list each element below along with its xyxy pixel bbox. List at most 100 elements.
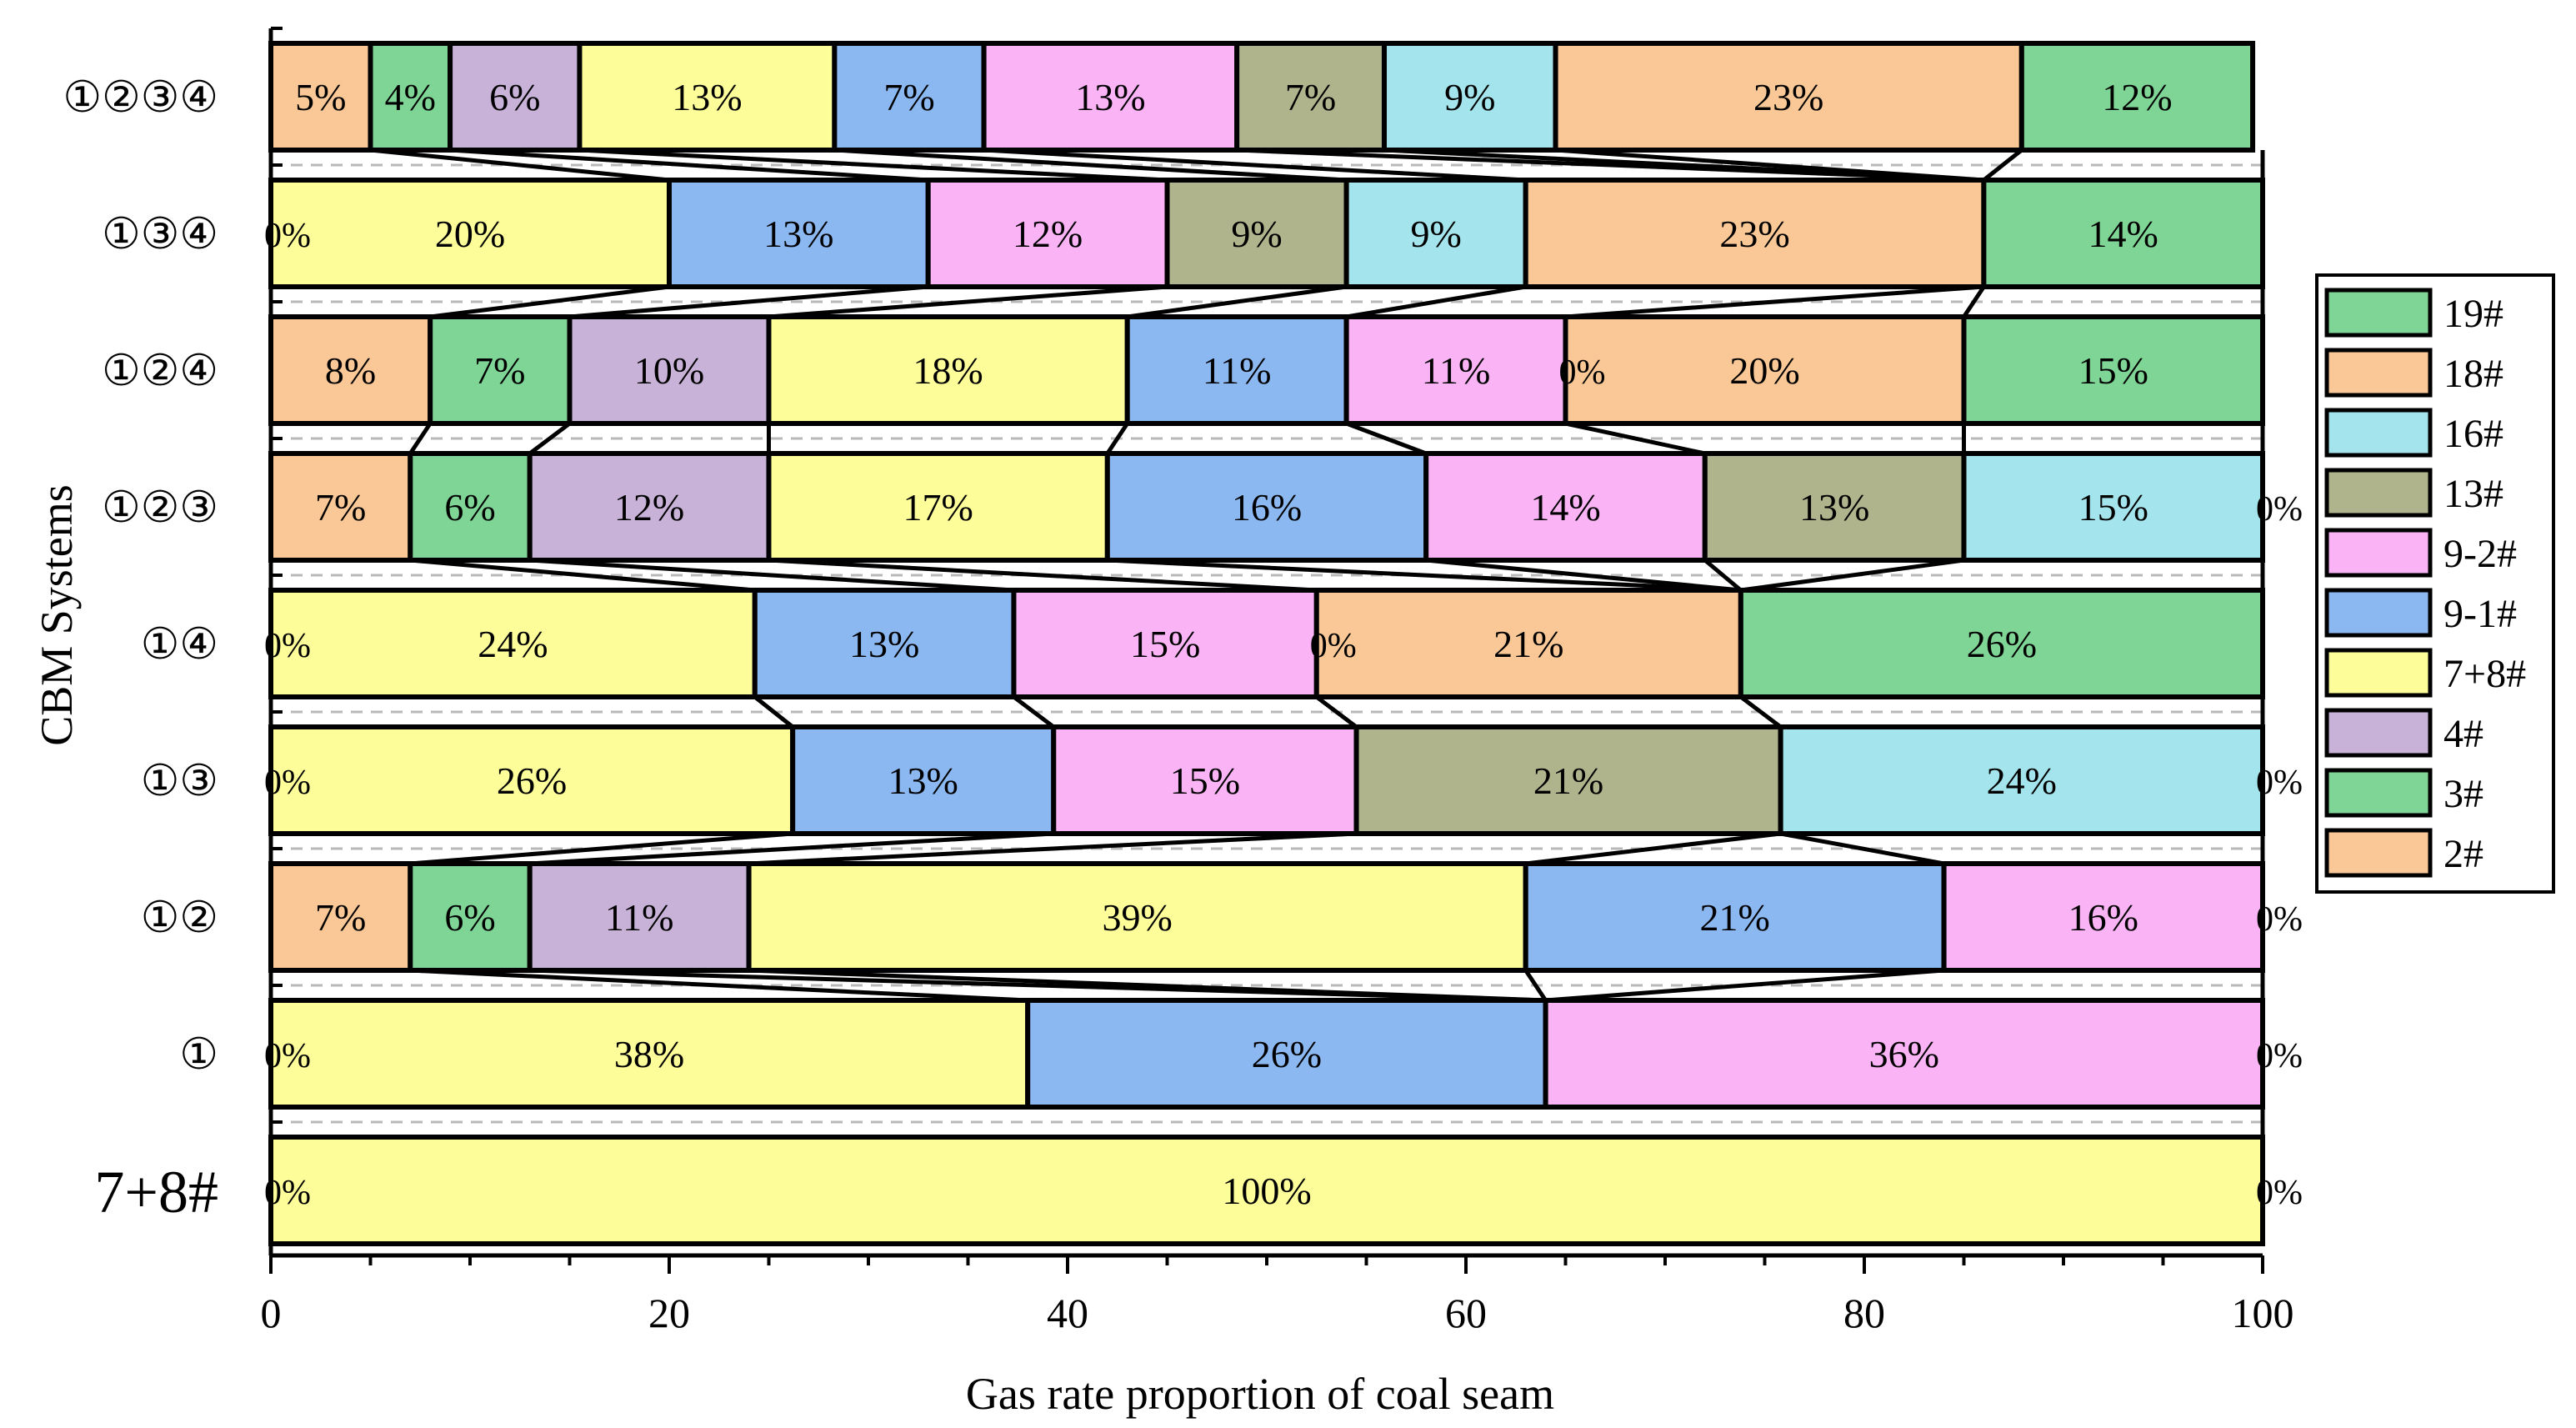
segment-label: 15% bbox=[1170, 759, 1240, 802]
connector-line bbox=[429, 284, 670, 319]
segment-label: 15% bbox=[2078, 486, 2148, 529]
segment-label: 9% bbox=[1231, 213, 1282, 255]
segment-label: 13% bbox=[849, 623, 919, 665]
segment-label: 38% bbox=[614, 1033, 684, 1075]
connector-line bbox=[1525, 831, 1781, 866]
bar-segment bbox=[752, 588, 1017, 699]
legend-label: 13# bbox=[2443, 472, 2503, 516]
connector-line bbox=[1740, 558, 1964, 593]
segment-label: 26% bbox=[1967, 623, 2037, 665]
bar-segment bbox=[1164, 178, 1349, 289]
bar-segment bbox=[1343, 178, 1528, 289]
segment-label: 7% bbox=[1285, 76, 1336, 118]
bar-segment bbox=[408, 451, 533, 563]
connector-line bbox=[748, 968, 1546, 1003]
connector-line bbox=[1545, 968, 1944, 1003]
zero-label: 0% bbox=[2256, 490, 2303, 529]
legend-label: 19# bbox=[2443, 292, 2503, 336]
x-tick-label: 0 bbox=[261, 1290, 282, 1336]
category-label: ①② bbox=[141, 894, 218, 942]
bar-segment bbox=[1313, 588, 1743, 699]
zero-label: 0% bbox=[2256, 900, 2303, 939]
connector-line bbox=[1564, 421, 1706, 456]
legend-swatch bbox=[2324, 588, 2433, 638]
bar-segment bbox=[368, 41, 453, 153]
bar-segment bbox=[1738, 588, 2266, 699]
connector-line bbox=[1982, 148, 2023, 182]
bar-segment bbox=[746, 861, 1528, 973]
segment-label: 13% bbox=[1799, 486, 1869, 529]
segment-label: 5% bbox=[295, 76, 346, 118]
segment-connectors bbox=[268, 148, 2265, 1137]
bar-segment bbox=[1702, 451, 1967, 563]
connector-line bbox=[408, 422, 433, 455]
legend-swatch bbox=[2324, 468, 2433, 518]
zero-label: 0% bbox=[1310, 627, 1357, 665]
connector-line bbox=[753, 695, 794, 729]
segment-label: 6% bbox=[489, 76, 540, 118]
segment-label: 7% bbox=[883, 76, 934, 118]
segment-label: 7% bbox=[474, 349, 525, 392]
bar-segment bbox=[268, 451, 413, 563]
bar-segment bbox=[268, 588, 758, 699]
legend-label: 16# bbox=[2443, 412, 2503, 456]
segment-label: 24% bbox=[478, 623, 548, 665]
legend-swatch bbox=[2324, 528, 2433, 578]
segment-label: 39% bbox=[1102, 896, 1172, 939]
bar-segment bbox=[428, 314, 573, 426]
segment-label: 14% bbox=[1530, 486, 1600, 529]
x-tick-label: 80 bbox=[1843, 1290, 1885, 1336]
segment-label: 100% bbox=[1222, 1170, 1311, 1212]
connector-line bbox=[449, 148, 928, 183]
legend-label: 18# bbox=[2443, 352, 2503, 396]
bar-segment bbox=[667, 178, 931, 289]
segment-label: 16% bbox=[2068, 896, 2138, 939]
connector-line bbox=[410, 968, 1028, 1003]
bar-segment bbox=[268, 998, 1031, 1110]
x-tick-label: 20 bbox=[648, 1290, 690, 1336]
bar-segment bbox=[1778, 724, 2266, 836]
connector-line bbox=[1107, 558, 1741, 593]
zero-label: 0% bbox=[2256, 1174, 2303, 1212]
segment-label: 26% bbox=[497, 759, 567, 802]
segment-label: 11% bbox=[605, 896, 674, 939]
segment-label: 12% bbox=[1013, 213, 1083, 255]
legend-swatch bbox=[2324, 708, 2433, 758]
segment-label: 13% bbox=[1075, 76, 1145, 118]
segment-label: 13% bbox=[672, 76, 742, 118]
bar-segment bbox=[1343, 314, 1568, 426]
bar-segment bbox=[1523, 178, 1987, 289]
x-tick-label: 60 bbox=[1445, 1290, 1487, 1336]
segment-label: 20% bbox=[435, 213, 505, 255]
category-label: 7+8# bbox=[94, 1159, 218, 1225]
connector-line bbox=[1523, 969, 1548, 1002]
bars: 5% 4% 6% 13% 7% 13% 7% 9% 23% 12% 20% 13% 12% 9% 9% 23%… bbox=[264, 41, 2303, 1246]
bar-segment bbox=[1423, 451, 1708, 563]
legend-swatch bbox=[2324, 348, 2433, 398]
segment-label: 17% bbox=[903, 486, 973, 529]
bar-segment bbox=[1961, 451, 2265, 563]
bar-segment bbox=[1941, 861, 2266, 973]
connector-line bbox=[1703, 559, 1743, 592]
legend-label: 9-2# bbox=[2443, 532, 2517, 576]
connector-line bbox=[579, 148, 1168, 183]
segment-label: 12% bbox=[614, 486, 684, 529]
connector-line bbox=[1739, 695, 1783, 729]
bar-segment bbox=[925, 178, 1170, 289]
bar-segment bbox=[567, 314, 772, 426]
bar-segment bbox=[1543, 998, 2265, 1110]
bar-segment bbox=[1353, 724, 1783, 836]
connector-line bbox=[1012, 695, 1055, 729]
connector-line bbox=[748, 831, 1357, 866]
bar-segment bbox=[527, 451, 772, 563]
segment-label: 6% bbox=[444, 896, 495, 939]
zero-label: 0% bbox=[2256, 764, 2303, 802]
connector-line bbox=[569, 284, 928, 319]
bar-segment bbox=[1523, 861, 1947, 973]
legend-label: 3# bbox=[2443, 772, 2483, 816]
x-tick-label: 100 bbox=[2232, 1290, 2294, 1336]
connector-line bbox=[1345, 421, 1428, 456]
connector-line bbox=[768, 558, 1317, 593]
legend-swatch bbox=[2324, 828, 2433, 878]
